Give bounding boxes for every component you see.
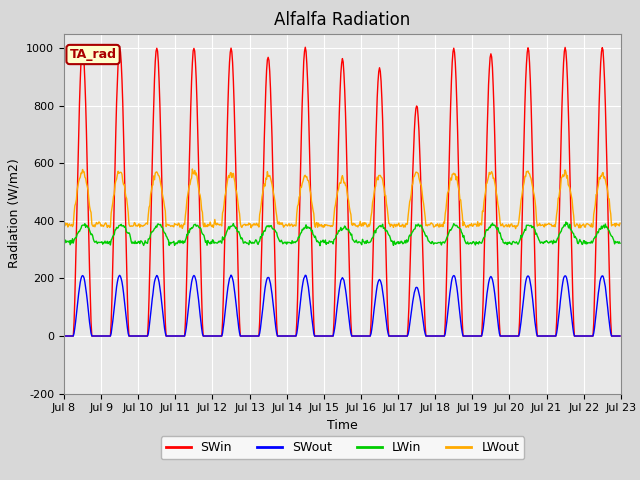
SWin [127,333,135,339]
SWout [184,311,191,317]
LWout [616,220,624,226]
SWout [616,333,624,339]
LWout [184,192,191,198]
LWin [562,219,570,225]
X-axis label: Time: Time [327,419,358,432]
LWout [127,223,135,228]
LWout [214,222,221,228]
SWin [184,231,191,237]
SWout [213,333,221,339]
LWin [70,237,78,243]
Legend: SWin, SWout, LWin, LWout: SWin, SWout, LWin, LWout [161,436,524,459]
Text: TA_rad: TA_rad [70,48,116,61]
SWin [70,319,78,325]
Title: Alfalfa Radiation: Alfalfa Radiation [275,11,410,29]
LWout [70,211,78,216]
LWin [184,232,191,238]
SWin [427,333,435,339]
LWout [189,166,196,172]
SWout [410,289,418,295]
Line: LWout: LWout [64,169,620,228]
LWin [60,240,68,245]
SWin [213,333,221,339]
Line: SWin: SWin [64,47,620,336]
SWout [127,333,135,339]
LWin [410,226,418,232]
LWout [60,222,68,228]
LWin [213,240,221,246]
Y-axis label: Radiation (W/m2): Radiation (W/m2) [8,159,20,268]
Line: LWin: LWin [64,222,620,246]
LWin [316,243,324,249]
SWout [60,333,68,339]
SWin [410,128,418,134]
SWin [616,333,624,339]
SWout [427,333,435,339]
SWout [70,330,78,336]
LWin [616,240,624,246]
Line: SWout: SWout [64,275,620,336]
LWout [410,174,418,180]
LWin [127,239,135,245]
SWout [227,272,235,278]
SWin [301,44,309,50]
SWin [60,333,68,339]
LWout [512,226,520,231]
LWout [427,220,435,226]
LWin [427,240,435,246]
